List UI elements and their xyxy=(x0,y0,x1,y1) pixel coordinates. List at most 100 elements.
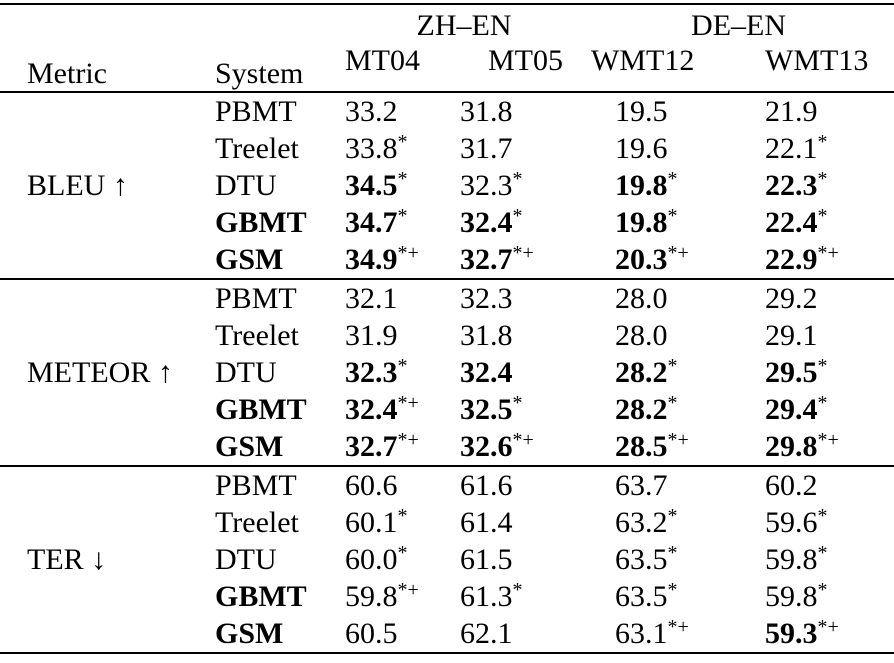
significance-marker: * xyxy=(817,205,828,227)
score-value: 22.1 xyxy=(765,132,818,165)
significance-marker: * xyxy=(397,542,408,564)
significance-marker: *+ xyxy=(817,429,839,451)
value-cell: 20.3*+ xyxy=(615,241,765,279)
value-cell: 31.8 xyxy=(460,92,615,130)
section-meteor: METEOR ↑ PBMT 32.1 32.3 28.0 29.2 Treelet 31.9 3… xyxy=(0,279,894,466)
metric-label-bleu: BLEU ↑ xyxy=(27,169,128,202)
significance-marker: *+ xyxy=(667,616,689,638)
system-cell-pbmt: PBMT xyxy=(215,469,297,502)
score-value: 22.9 xyxy=(765,243,818,276)
results-table: Metric System ZH–EN DE–EN MT04 MT05 WMT1… xyxy=(0,3,894,654)
value-cell: 32.3* xyxy=(460,167,615,204)
significance-marker: * xyxy=(397,131,408,153)
score-value: 31.8 xyxy=(460,95,513,128)
score-value: 32.3 xyxy=(345,356,398,389)
value-cell: 59.6* xyxy=(765,504,894,541)
value-cell: 62.1 xyxy=(460,615,615,653)
table-row: BLEU ↑ PBMT 33.2 31.8 19.5 21.9 xyxy=(0,92,894,202)
score-value: 29.5 xyxy=(765,356,818,389)
value-cell: 28.0 xyxy=(615,317,765,354)
metric-label-ter: TER ↓ xyxy=(27,543,107,576)
significance-marker: *+ xyxy=(397,429,419,451)
metric-label-meteor: METEOR ↑ xyxy=(27,356,173,389)
score-value: 59.8 xyxy=(765,580,818,613)
score-value: 59.8 xyxy=(345,580,398,613)
system-cell-gsm: GSM xyxy=(215,617,284,650)
system-cell-gbmt: GBMT xyxy=(215,393,307,426)
system-cell-gbmt: GBMT xyxy=(215,206,307,239)
value-cell: 60.6 xyxy=(345,466,460,504)
score-value: 21.9 xyxy=(765,95,818,128)
section-ter: TER ↓ PBMT 60.6 61.6 63.7 60.2 Treelet 60.1* 61.… xyxy=(0,466,894,653)
value-cell: 60.0* xyxy=(345,541,460,578)
score-value: 31.7 xyxy=(460,132,513,165)
value-cell: 33.2 xyxy=(345,92,460,130)
system-cell-treelet: Treelet xyxy=(215,132,299,165)
significance-marker: *+ xyxy=(817,242,839,264)
score-value: 32.5 xyxy=(460,393,513,426)
score-value: 19.8 xyxy=(615,169,668,202)
table-row: Treelet 60.1* 61.4 63.2* 59.6* xyxy=(0,504,894,541)
score-value: 34.5 xyxy=(345,169,398,202)
value-cell: 19.6 xyxy=(615,130,765,167)
value-cell: 32.3* xyxy=(345,354,460,391)
score-value: 61.6 xyxy=(460,469,513,502)
value-cell: 28.2* xyxy=(615,391,765,428)
score-value: 28.0 xyxy=(615,319,668,352)
score-value: 22.3 xyxy=(765,169,818,202)
score-value: 19.8 xyxy=(615,206,668,239)
significance-marker: * xyxy=(667,542,678,564)
value-cell: 59.8* xyxy=(765,541,894,578)
header-col-mt05: MT05 xyxy=(488,44,563,77)
significance-marker: * xyxy=(817,505,828,527)
table-header: Metric System ZH–EN DE–EN MT04 MT05 WMT1… xyxy=(0,4,894,92)
significance-marker: *+ xyxy=(512,429,534,451)
header-col-mt04: MT04 xyxy=(345,44,420,77)
value-cell: 22.4* xyxy=(765,204,894,241)
value-cell: 29.4* xyxy=(765,391,894,428)
score-value: 60.6 xyxy=(345,469,398,502)
value-cell: 31.7 xyxy=(460,130,615,167)
score-value: 59.6 xyxy=(765,506,818,539)
significance-marker: *+ xyxy=(397,579,419,601)
section-bleu: BLEU ↑ PBMT 33.2 31.8 19.5 21.9 Treelet 33.8* 31… xyxy=(0,92,894,279)
system-cell-dtu: DTU xyxy=(215,356,277,389)
value-cell: 63.5* xyxy=(615,578,765,615)
table-row: GBMT 34.7* 32.4* 19.8* 22.4* xyxy=(0,204,894,241)
value-cell: 61.3* xyxy=(460,578,615,615)
significance-marker: *+ xyxy=(397,242,419,264)
score-value: 32.3 xyxy=(460,169,513,202)
value-cell: 32.3 xyxy=(460,279,615,317)
header-col-wmt13: WMT13 xyxy=(765,44,869,77)
header-row-groups: Metric System ZH–EN DE–EN xyxy=(0,4,894,89)
value-cell: 31.9 xyxy=(345,317,460,354)
table-row: GBMT 32.4*+ 32.5* 28.2* 29.4* xyxy=(0,391,894,428)
score-value: 31.8 xyxy=(460,319,513,352)
score-value: 32.3 xyxy=(460,282,513,315)
significance-marker: *+ xyxy=(667,429,689,451)
value-cell: 34.7* xyxy=(345,204,460,241)
table-row: GSM 60.5 62.1 63.1*+ 59.3*+ xyxy=(0,615,894,653)
significance-marker: * xyxy=(397,205,408,227)
significance-marker: *+ xyxy=(512,242,534,264)
score-value: 28.2 xyxy=(615,356,668,389)
score-value: 31.9 xyxy=(345,319,398,352)
score-value: 62.1 xyxy=(460,617,513,650)
value-cell: 60.1* xyxy=(345,504,460,541)
score-value: 59.8 xyxy=(765,543,818,576)
score-value: 29.2 xyxy=(765,282,818,315)
value-cell: 61.5 xyxy=(460,541,615,578)
significance-marker: * xyxy=(817,579,828,601)
system-cell-treelet: Treelet xyxy=(215,506,299,539)
header-group-zh-en: ZH–EN xyxy=(416,9,512,42)
significance-marker: * xyxy=(397,355,408,377)
value-cell: 33.8* xyxy=(345,130,460,167)
system-cell-gbmt: GBMT xyxy=(215,580,307,613)
table-row: Treelet 31.9 31.8 28.0 29.1 xyxy=(0,317,894,354)
score-value: 60.5 xyxy=(345,617,398,650)
significance-marker: * xyxy=(667,205,678,227)
significance-marker: * xyxy=(512,579,523,601)
score-value: 60.2 xyxy=(765,469,818,502)
score-value: 63.5 xyxy=(615,580,668,613)
score-value: 19.5 xyxy=(615,95,668,128)
